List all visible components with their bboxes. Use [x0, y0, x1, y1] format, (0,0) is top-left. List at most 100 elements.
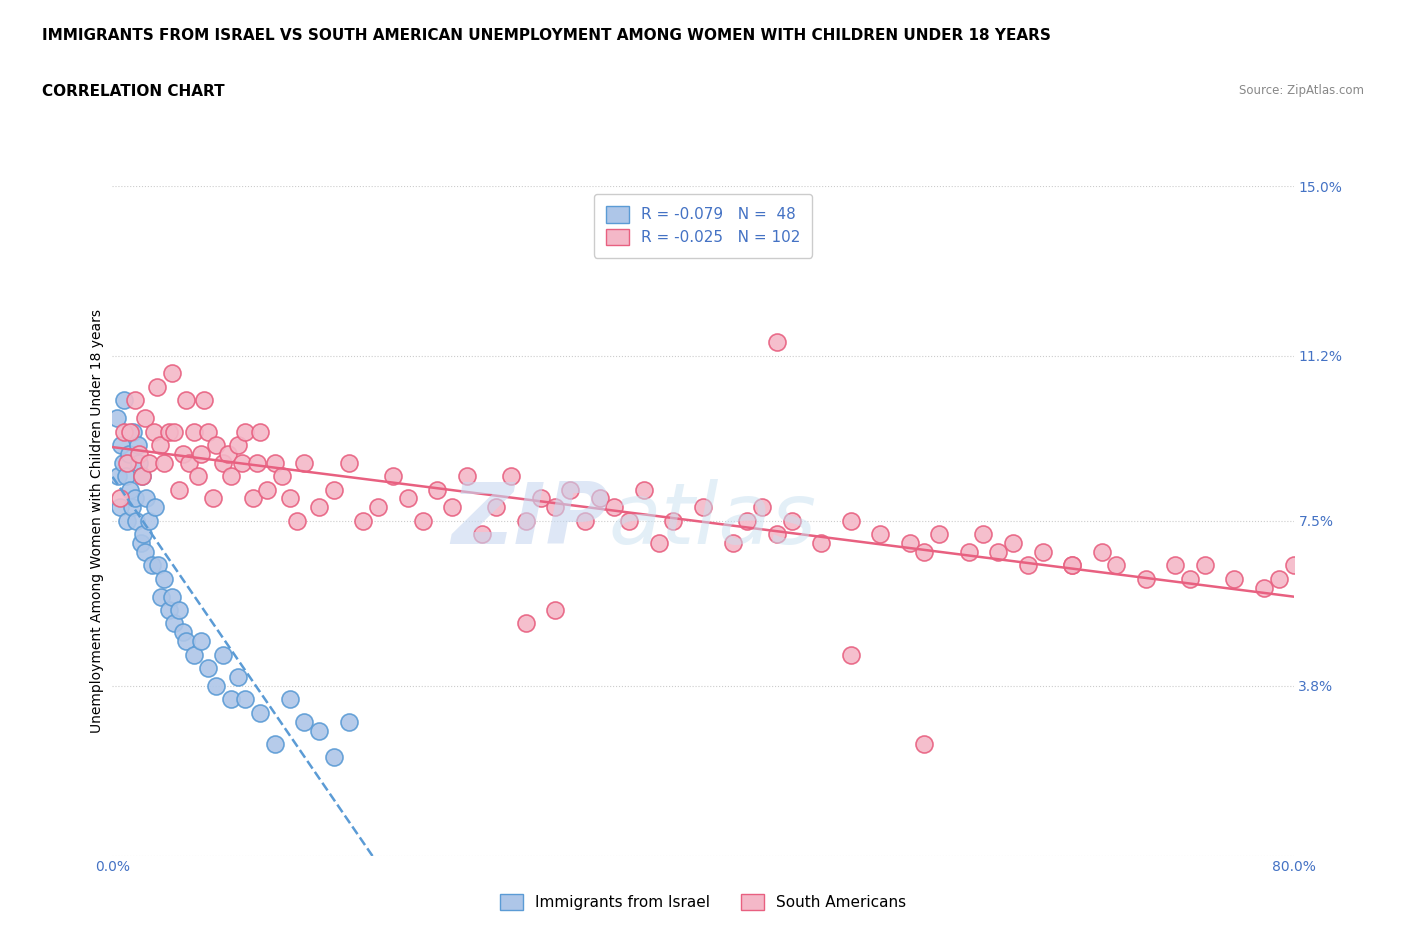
Point	[150, 590, 173, 604]
Point	[839, 513, 862, 528]
Point	[544, 500, 567, 515]
Point	[928, 526, 950, 541]
Point	[134, 411, 156, 426]
Point	[1135, 571, 1157, 586]
Point	[246, 456, 269, 471]
Point	[337, 714, 360, 729]
Point	[122, 424, 145, 439]
Point	[1062, 558, 1084, 573]
Point	[603, 500, 626, 515]
Point	[647, 536, 671, 551]
Point	[153, 456, 176, 471]
Point	[107, 469, 129, 484]
Point	[973, 526, 995, 541]
Point	[810, 536, 832, 551]
Text: IMMIGRANTS FROM ISRAEL VS SOUTH AMERICAN UNEMPLOYMENT AMONG WOMEN WITH CHILDREN : IMMIGRANTS FROM ISRAEL VS SOUTH AMERICAN…	[42, 28, 1052, 43]
Point	[544, 603, 567, 618]
Point	[574, 513, 596, 528]
Point	[249, 424, 271, 439]
Point	[108, 491, 131, 506]
Point	[249, 705, 271, 720]
Point	[160, 590, 183, 604]
Point	[138, 513, 160, 528]
Point	[233, 692, 256, 707]
Point	[153, 571, 176, 586]
Point	[1180, 571, 1202, 586]
Point	[219, 692, 242, 707]
Point	[127, 437, 149, 452]
Point	[721, 536, 744, 551]
Point	[1164, 558, 1187, 573]
Point	[212, 647, 235, 662]
Point	[278, 692, 301, 707]
Point	[172, 446, 194, 461]
Point	[160, 366, 183, 381]
Point	[426, 482, 449, 497]
Point	[201, 491, 224, 506]
Point	[167, 482, 190, 497]
Point	[157, 424, 180, 439]
Point	[128, 456, 150, 471]
Point	[118, 446, 141, 461]
Point	[1001, 536, 1024, 551]
Point	[138, 456, 160, 471]
Point	[125, 513, 148, 528]
Point	[141, 558, 163, 573]
Point	[226, 437, 249, 452]
Point	[105, 411, 128, 426]
Point	[110, 437, 132, 452]
Point	[396, 491, 419, 506]
Point	[1091, 545, 1114, 560]
Point	[485, 500, 508, 515]
Point	[179, 456, 201, 471]
Legend: R = -0.079   N =  48, R = -0.025   N = 102: R = -0.079 N = 48, R = -0.025 N = 102	[593, 193, 813, 258]
Point	[441, 500, 464, 515]
Point	[382, 469, 405, 484]
Point	[1223, 571, 1246, 586]
Point	[515, 513, 537, 528]
Point	[308, 724, 330, 738]
Point	[149, 437, 172, 452]
Point	[193, 392, 215, 407]
Point	[278, 491, 301, 506]
Point	[132, 526, 155, 541]
Point	[751, 500, 773, 515]
Point	[148, 558, 170, 573]
Point	[212, 456, 235, 471]
Point	[292, 456, 315, 471]
Point	[135, 491, 157, 506]
Point	[120, 482, 142, 497]
Point	[108, 500, 131, 515]
Point	[131, 469, 153, 484]
Point	[183, 424, 205, 439]
Point	[308, 500, 330, 515]
Point	[256, 482, 278, 497]
Point	[780, 513, 803, 528]
Point	[264, 456, 287, 471]
Point	[515, 616, 537, 631]
Point	[205, 437, 228, 452]
Point	[183, 647, 205, 662]
Point	[217, 446, 239, 461]
Point	[121, 500, 143, 515]
Legend: Immigrants from Israel, South Americans: Immigrants from Israel, South Americans	[492, 886, 914, 918]
Point	[219, 469, 242, 484]
Point	[839, 647, 862, 662]
Point	[323, 750, 346, 764]
Point	[662, 513, 685, 528]
Point	[914, 545, 936, 560]
Point	[157, 603, 180, 618]
Point	[367, 500, 389, 515]
Point	[987, 545, 1010, 560]
Point	[323, 482, 346, 497]
Point	[231, 456, 253, 471]
Point	[285, 513, 308, 528]
Point	[766, 335, 789, 350]
Point	[1017, 558, 1039, 573]
Point	[163, 424, 186, 439]
Point	[1268, 571, 1291, 586]
Point	[1194, 558, 1216, 573]
Point	[124, 491, 146, 506]
Point	[112, 424, 135, 439]
Point	[529, 491, 551, 506]
